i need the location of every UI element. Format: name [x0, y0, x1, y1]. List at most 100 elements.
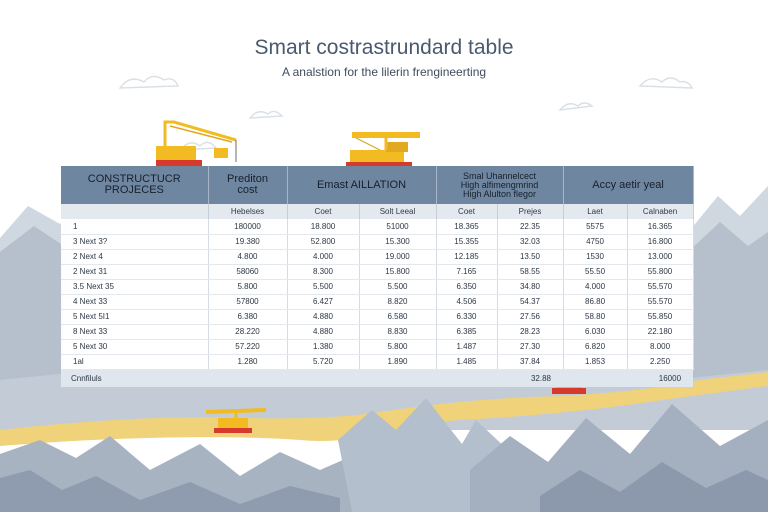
- value-cell: 7.165: [436, 264, 498, 280]
- value-cell: 6.385: [436, 324, 498, 340]
- header-emast-aillation: Emast AILLATION: [287, 166, 437, 204]
- value-cell: 8.300: [287, 264, 360, 280]
- value-cell: 1.380: [287, 339, 360, 355]
- table-row: 4 Next 33 57800 6.427 8.820 4.506 54.37 86.80 5…: [61, 294, 694, 310]
- value-cell: 6.427: [287, 294, 360, 310]
- subheader-cell: Hebelses: [208, 204, 288, 219]
- foreground-rocks-dark: [0, 470, 340, 512]
- table-row: 2 Next 4 4.800 4.000 19.000 12.185 13.50 1530 1…: [61, 249, 694, 265]
- value-cell: 6.820: [563, 339, 628, 355]
- value-cell: 5.800: [359, 339, 437, 355]
- table-footer-row: Cnnfiluls 32.88 16000: [61, 369, 694, 387]
- value-cell: 8.000: [627, 339, 694, 355]
- value-cell: 180000: [208, 219, 288, 235]
- value-cell: 4.000: [287, 249, 360, 265]
- value-cell: 15.300: [359, 234, 437, 250]
- table-row: 5 Next 30 57.220 1.380 5.800 1.487 27.30 6.820…: [61, 339, 694, 355]
- subheader-cell: Coet: [436, 204, 498, 219]
- crane-truck-left: [156, 120, 237, 166]
- value-cell: 5.800: [208, 279, 288, 295]
- value-cell: 32.03: [497, 234, 564, 250]
- value-cell: 5575: [563, 219, 628, 235]
- project-name-cell: 4 Next 33: [61, 294, 209, 310]
- cost-table: CONSTRUCTUCR PROJECES Prediton cost Emas…: [61, 166, 694, 387]
- value-cell: 15.800: [359, 264, 437, 280]
- project-name-cell: 5 Next 30: [61, 339, 209, 355]
- value-cell: 4.506: [436, 294, 498, 310]
- value-cell: 34.80: [497, 279, 564, 295]
- subheader-cell: Calnaben: [627, 204, 694, 219]
- value-cell: 5.500: [287, 279, 360, 295]
- value-cell: 13.50: [497, 249, 564, 265]
- project-name-cell: 3 Next 3?: [61, 234, 209, 250]
- right-foreground-rocks-dark: [540, 462, 768, 512]
- value-cell: 5.500: [359, 279, 437, 295]
- project-name-cell: 8 Next 33: [61, 324, 209, 340]
- subheader-cell: Solt Leeal: [359, 204, 437, 219]
- value-cell: 28.220: [208, 324, 288, 340]
- value-cell: 15.355: [436, 234, 498, 250]
- value-cell: 1.280: [208, 354, 288, 370]
- value-cell: 27.56: [497, 309, 564, 325]
- page-title: Smart costrastrundard table: [254, 36, 514, 59]
- value-cell: 4.800: [208, 249, 288, 265]
- value-cell: 19.380: [208, 234, 288, 250]
- subheader-cell: Prejes: [497, 204, 564, 219]
- value-cell: 58.80: [563, 309, 628, 325]
- subheader-cell: [61, 204, 209, 219]
- crane-bottom-left: [206, 408, 266, 433]
- value-cell: 55.800: [627, 264, 694, 280]
- value-cell: 37.84: [497, 354, 564, 370]
- right-mountains: [690, 222, 768, 420]
- value-cell: 6.350: [436, 279, 498, 295]
- value-cell: 8.820: [359, 294, 437, 310]
- value-cell: 22.180: [627, 324, 694, 340]
- header-construction-projects: CONSTRUCTUCR PROJECES: [61, 166, 209, 204]
- header-accy-aetir-yeal: Accy aetir yeal: [563, 166, 694, 204]
- value-cell: 4.000: [563, 279, 628, 295]
- value-cell: 55.850: [627, 309, 694, 325]
- table-row: 3.5 Next 35 5.800 5.500 5.500 6.350 34.80 4.00…: [61, 279, 694, 295]
- table-row: 2 Next 31 58060 8.300 15.800 7.165 58.55 55.50…: [61, 264, 694, 280]
- value-cell: 6.380: [208, 309, 288, 325]
- value-cell: 4.880: [287, 309, 360, 325]
- value-cell: 16.800: [627, 234, 694, 250]
- value-cell: 57.220: [208, 339, 288, 355]
- header-small-channel: Smal Uhannelcect High alfimengmrind High…: [436, 166, 564, 204]
- value-cell: 58.55: [497, 264, 564, 280]
- project-name-cell: 2 Next 31: [61, 264, 209, 280]
- value-cell: 54.37: [497, 294, 564, 310]
- value-cell: 1530: [563, 249, 628, 265]
- value-cell: 13.000: [627, 249, 694, 265]
- table-row: 5 Next 5I1 6.380 4.880 6.580 6.330 27.56 58.80…: [61, 309, 694, 325]
- value-cell: 57800: [208, 294, 288, 310]
- value-cell: 51000: [359, 219, 437, 235]
- value-cell: 2.250: [627, 354, 694, 370]
- header-prediction-cost: Prediton cost: [208, 166, 288, 204]
- value-cell: 22.35: [497, 219, 564, 235]
- crane-truck-right: [346, 132, 420, 167]
- value-cell: 6.580: [359, 309, 437, 325]
- road: [0, 372, 768, 446]
- value-cell: 55.50: [563, 264, 628, 280]
- project-name-cell: 1al: [61, 354, 209, 370]
- value-cell: 16.365: [627, 219, 694, 235]
- footer-value-1: 32.88: [497, 369, 564, 387]
- table-row: 8 Next 33 28.220 4.880 8.830 6.385 28.23 6.030…: [61, 324, 694, 340]
- value-cell: 1.487: [436, 339, 498, 355]
- value-cell: 18.365: [436, 219, 498, 235]
- value-cell: 86.80: [563, 294, 628, 310]
- value-cell: 52.800: [287, 234, 360, 250]
- table-row: 1al 1.280 5.720 1.890 1.485 37.84 1.853 2.250: [61, 354, 694, 370]
- table-subheader-row: Hebelses Coet Solt Leeal Coet Prejes Laet Caln…: [61, 204, 694, 219]
- value-cell: 55.570: [627, 294, 694, 310]
- page-subtitle: A analstion for the lilerin frengineerti…: [281, 65, 487, 79]
- value-cell: 1.890: [359, 354, 437, 370]
- value-cell: 28.23: [497, 324, 564, 340]
- value-cell: 58060: [208, 264, 288, 280]
- project-name-cell: 1: [61, 219, 209, 235]
- project-name-cell: 3.5 Next 35: [61, 279, 209, 295]
- value-cell: 18.800: [287, 219, 360, 235]
- project-name-cell: 5 Next 5I1: [61, 309, 209, 325]
- footer-value-2: 16000: [627, 369, 694, 387]
